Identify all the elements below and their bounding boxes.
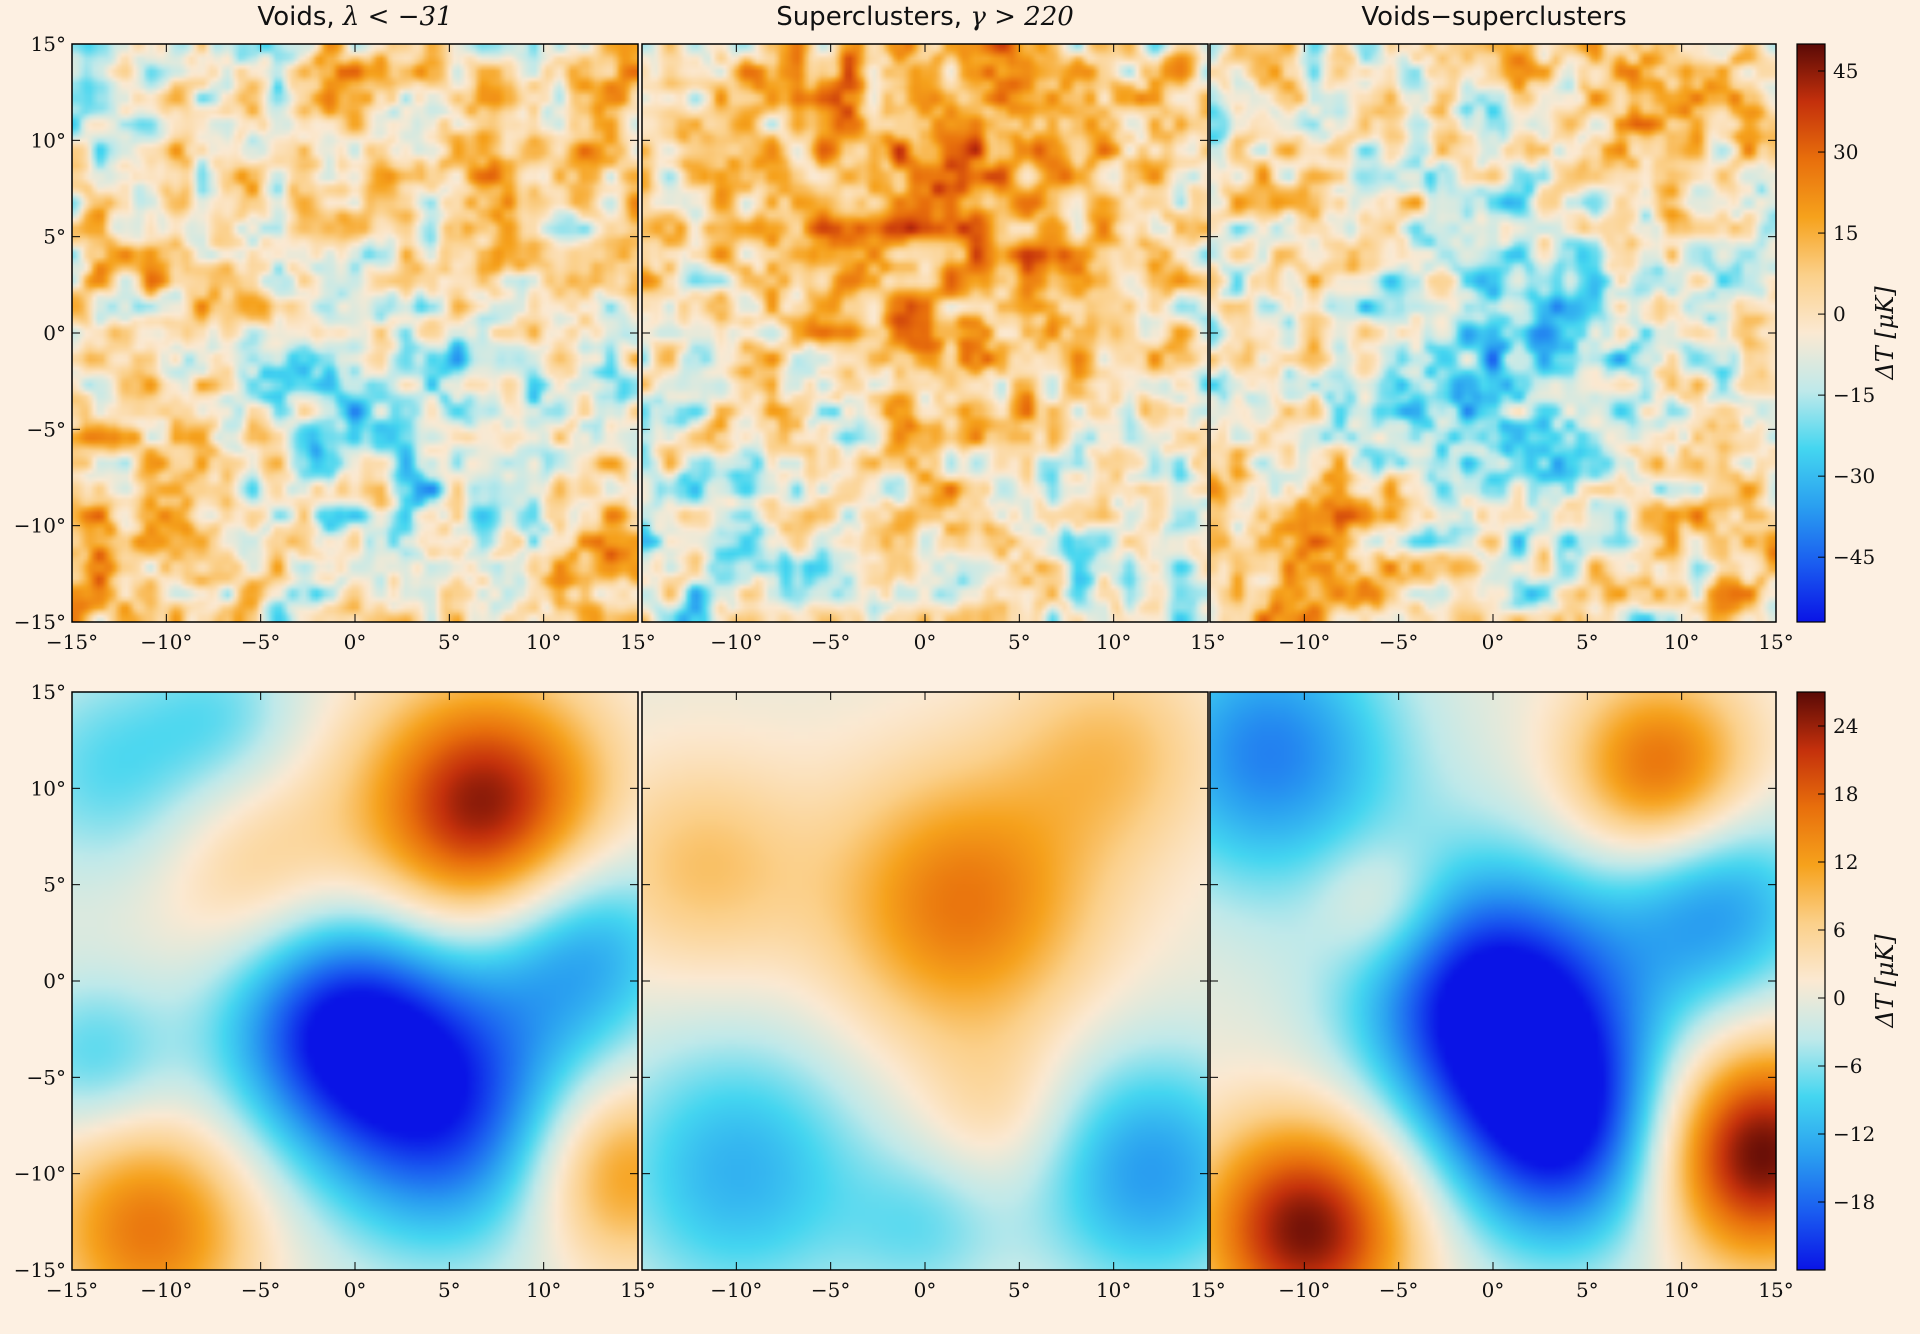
x-tick-label: 5° [1576, 1278, 1599, 1302]
y-tick-label: 15° [31, 32, 66, 56]
x-tick-label: 0° [1482, 1278, 1505, 1302]
x-tick-label: 0° [914, 1278, 937, 1302]
colorbar-tick-label: 12 [1833, 850, 1858, 874]
y-tick-label: −10° [14, 1162, 66, 1186]
colorbar-tick-label: 0 [1833, 986, 1846, 1010]
x-tick-label: −10° [140, 630, 192, 654]
colorbar-tick-label: −12 [1833, 1122, 1875, 1146]
colorbar-tick-label: 45 [1833, 59, 1858, 83]
colorbar-tick-label: 0 [1833, 302, 1846, 326]
colorbar-tick-label: 24 [1833, 714, 1858, 738]
colorbar-tick-label: −6 [1833, 1054, 1862, 1078]
x-tick-label: 10° [526, 1278, 561, 1302]
x-tick-label: 5° [438, 630, 461, 654]
heatmap-image-top-middle [642, 44, 1208, 622]
heatmap-image-bottom-middle [642, 692, 1208, 1270]
y-tick-label: −5° [27, 1065, 66, 1089]
title-difference: Voids−superclusters [1361, 2, 1626, 32]
y-tick-label: 15° [31, 680, 66, 704]
x-tick-label: −5° [1379, 630, 1418, 654]
x-tick-label: −5° [811, 1278, 850, 1302]
x-tick-label: −10° [140, 1278, 192, 1302]
x-tick-label: −5° [811, 630, 850, 654]
colorbar-tick-label: −30 [1833, 464, 1875, 488]
colorbar-tick-label: 18 [1833, 782, 1858, 806]
x-tick-label: −5° [241, 630, 280, 654]
x-tick-label: 15° [1758, 630, 1793, 654]
colorbar-tick-label: −15 [1833, 383, 1875, 407]
x-tick-label: −10° [710, 630, 762, 654]
x-tick-label: 0° [344, 630, 367, 654]
x-tick-label: −10° [1278, 1278, 1330, 1302]
y-tick-label: 5° [43, 225, 66, 249]
title-voids: Voids, λ < −31 [257, 2, 452, 32]
title-difference-text: Voids−superclusters [1361, 2, 1627, 32]
x-tick-label: 5° [1576, 630, 1599, 654]
y-tick-label: 10° [31, 128, 66, 152]
heatmap-image-top-left [72, 44, 638, 622]
x-tick-label: 0° [344, 1278, 367, 1302]
x-tick-label: 15° [620, 1278, 655, 1302]
x-tick-label: 15° [1190, 1278, 1225, 1302]
colorbar-bottom [1796, 691, 1826, 1271]
x-tick-label: 10° [1664, 630, 1699, 654]
y-tick-label: 0° [43, 321, 66, 345]
x-tick-label: 10° [526, 630, 561, 654]
colorbar-tick-label: 15 [1833, 221, 1858, 245]
y-tick-label: −5° [27, 417, 66, 441]
y-tick-label: 0° [43, 969, 66, 993]
y-tick-label: −15° [14, 610, 66, 634]
x-tick-label: −15° [46, 630, 98, 654]
x-tick-label: −5° [241, 1278, 280, 1302]
x-tick-label: 0° [914, 630, 937, 654]
colorbar-tick-label: −45 [1833, 545, 1875, 569]
title-voids-text: Voids, [257, 2, 343, 32]
colorbar-tick-label: −18 [1833, 1190, 1875, 1214]
y-tick-label: 5° [43, 873, 66, 897]
colorbar-tick-label: 6 [1833, 918, 1846, 942]
y-tick-label: 10° [31, 776, 66, 800]
heatmap-image-top-right [1210, 44, 1776, 622]
x-tick-label: 5° [1008, 630, 1031, 654]
title-voids-math: λ < −31 [342, 2, 453, 32]
x-tick-label: 5° [438, 1278, 461, 1302]
y-tick-label: −15° [14, 1258, 66, 1282]
colorbar-tick-label: 30 [1833, 140, 1858, 164]
colorbar-top [1796, 43, 1826, 623]
colorbar-label: ΔT [μK] [1871, 286, 1899, 381]
heatmap-image-bottom-right [1210, 692, 1776, 1270]
y-tick-label: −10° [14, 514, 66, 538]
x-tick-label: −10° [710, 1278, 762, 1302]
title-superclusters-math: γ > 220 [970, 2, 1074, 32]
x-tick-label: −15° [46, 1278, 98, 1302]
x-tick-label: 15° [620, 630, 655, 654]
x-tick-label: −10° [1278, 630, 1330, 654]
title-superclusters: Superclusters, γ > 220 [776, 2, 1074, 32]
x-tick-label: 15° [1190, 630, 1225, 654]
heatmap-image-bottom-left [72, 692, 638, 1270]
x-tick-label: 5° [1008, 1278, 1031, 1302]
x-tick-label: 0° [1482, 630, 1505, 654]
x-tick-label: 10° [1096, 1278, 1131, 1302]
x-tick-label: −5° [1379, 1278, 1418, 1302]
x-tick-label: 10° [1096, 630, 1131, 654]
title-superclusters-text: Superclusters, [776, 2, 971, 32]
colorbar-label: ΔT [μK] [1871, 934, 1899, 1029]
x-tick-label: 15° [1758, 1278, 1793, 1302]
x-tick-label: 10° [1664, 1278, 1699, 1302]
